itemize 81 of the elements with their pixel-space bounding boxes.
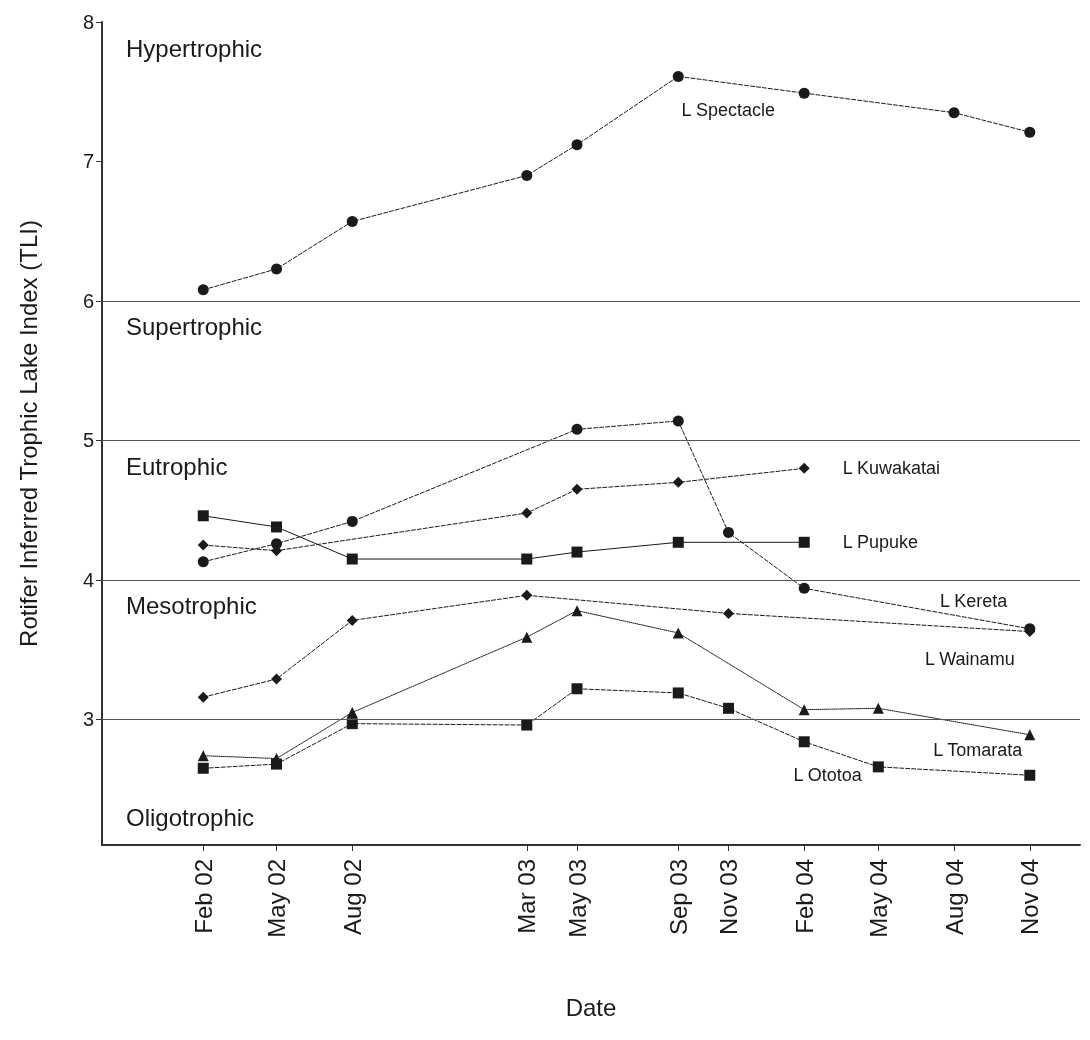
point <box>271 758 283 770</box>
series-label: L Wainamu <box>924 649 1015 670</box>
point <box>346 718 358 730</box>
point <box>346 706 358 718</box>
point <box>948 107 960 119</box>
point <box>798 582 810 594</box>
point <box>271 521 283 533</box>
series-label: L Kereta <box>939 590 1009 611</box>
point <box>271 263 283 275</box>
series-label: L Pupuke <box>842 532 919 553</box>
point <box>571 483 583 495</box>
y-tick-label: 4 <box>82 568 94 591</box>
point <box>346 215 358 227</box>
x-tick-label: Aug 04 <box>940 859 968 936</box>
point <box>798 736 810 748</box>
point <box>1024 729 1036 741</box>
y-tick-label: 8 <box>82 11 94 33</box>
x-tick-label: Feb 04 <box>790 859 818 934</box>
x-tick-label: May 04 <box>864 859 892 938</box>
point <box>798 462 810 474</box>
point <box>798 536 810 548</box>
series-label: L Spectacle <box>681 99 775 120</box>
point <box>197 510 209 522</box>
x-tick-label: May 03 <box>563 859 591 938</box>
x-tick-label: Aug 02 <box>338 859 366 936</box>
point <box>197 556 209 568</box>
point <box>798 704 810 716</box>
point <box>672 476 684 488</box>
point <box>346 515 358 527</box>
y-tick-label: 5 <box>82 429 94 452</box>
point <box>197 750 209 762</box>
x-tick-label: Feb 02 <box>189 859 217 934</box>
point <box>722 527 734 539</box>
point <box>346 553 358 565</box>
point <box>672 627 684 639</box>
point <box>521 169 533 181</box>
point <box>571 423 583 435</box>
x-tick-label: May 02 <box>263 859 291 938</box>
series-label: L Kuwakatai <box>842 458 941 479</box>
y-axis-title: Rotifer Inferred Trophic Lake Index (TLI) <box>14 220 42 647</box>
point <box>672 70 684 82</box>
point <box>798 87 810 99</box>
point <box>571 683 583 695</box>
y-tick-label: 7 <box>82 150 94 173</box>
annotation: Hypertrophic <box>126 34 263 62</box>
point <box>521 719 533 731</box>
point <box>571 139 583 151</box>
point <box>271 673 283 685</box>
point <box>521 631 533 643</box>
point <box>1024 126 1036 138</box>
point <box>872 761 884 773</box>
point <box>722 702 734 714</box>
point <box>521 589 533 601</box>
point <box>346 614 358 626</box>
point <box>197 691 209 703</box>
annotation: Eutrophic <box>126 452 228 480</box>
point <box>722 607 734 619</box>
point <box>571 546 583 558</box>
x-tick-label: Sep 03 <box>664 859 692 936</box>
point <box>521 507 533 519</box>
annotation: Oligotrophic <box>126 803 255 831</box>
point <box>672 536 684 548</box>
y-tick-label: 6 <box>82 289 94 312</box>
annotation: Supertrophic <box>126 313 263 341</box>
annotation: Mesotrophic <box>126 592 257 620</box>
point <box>197 284 209 296</box>
x-tick-label: Nov 04 <box>1016 859 1044 936</box>
point <box>872 702 884 714</box>
point <box>672 415 684 427</box>
x-tick-label: Mar 03 <box>513 859 541 934</box>
point <box>197 762 209 774</box>
series-label: L Tomarata <box>933 740 1024 761</box>
point <box>1024 769 1036 781</box>
x-tick-label: Nov 03 <box>714 859 742 936</box>
point <box>571 605 583 617</box>
y-tick-label: 3 <box>82 708 94 731</box>
point <box>521 553 533 565</box>
point <box>672 687 684 699</box>
point <box>197 539 209 551</box>
series-label: L Ototoa <box>793 764 863 785</box>
x-axis-title: Date <box>565 993 617 1021</box>
